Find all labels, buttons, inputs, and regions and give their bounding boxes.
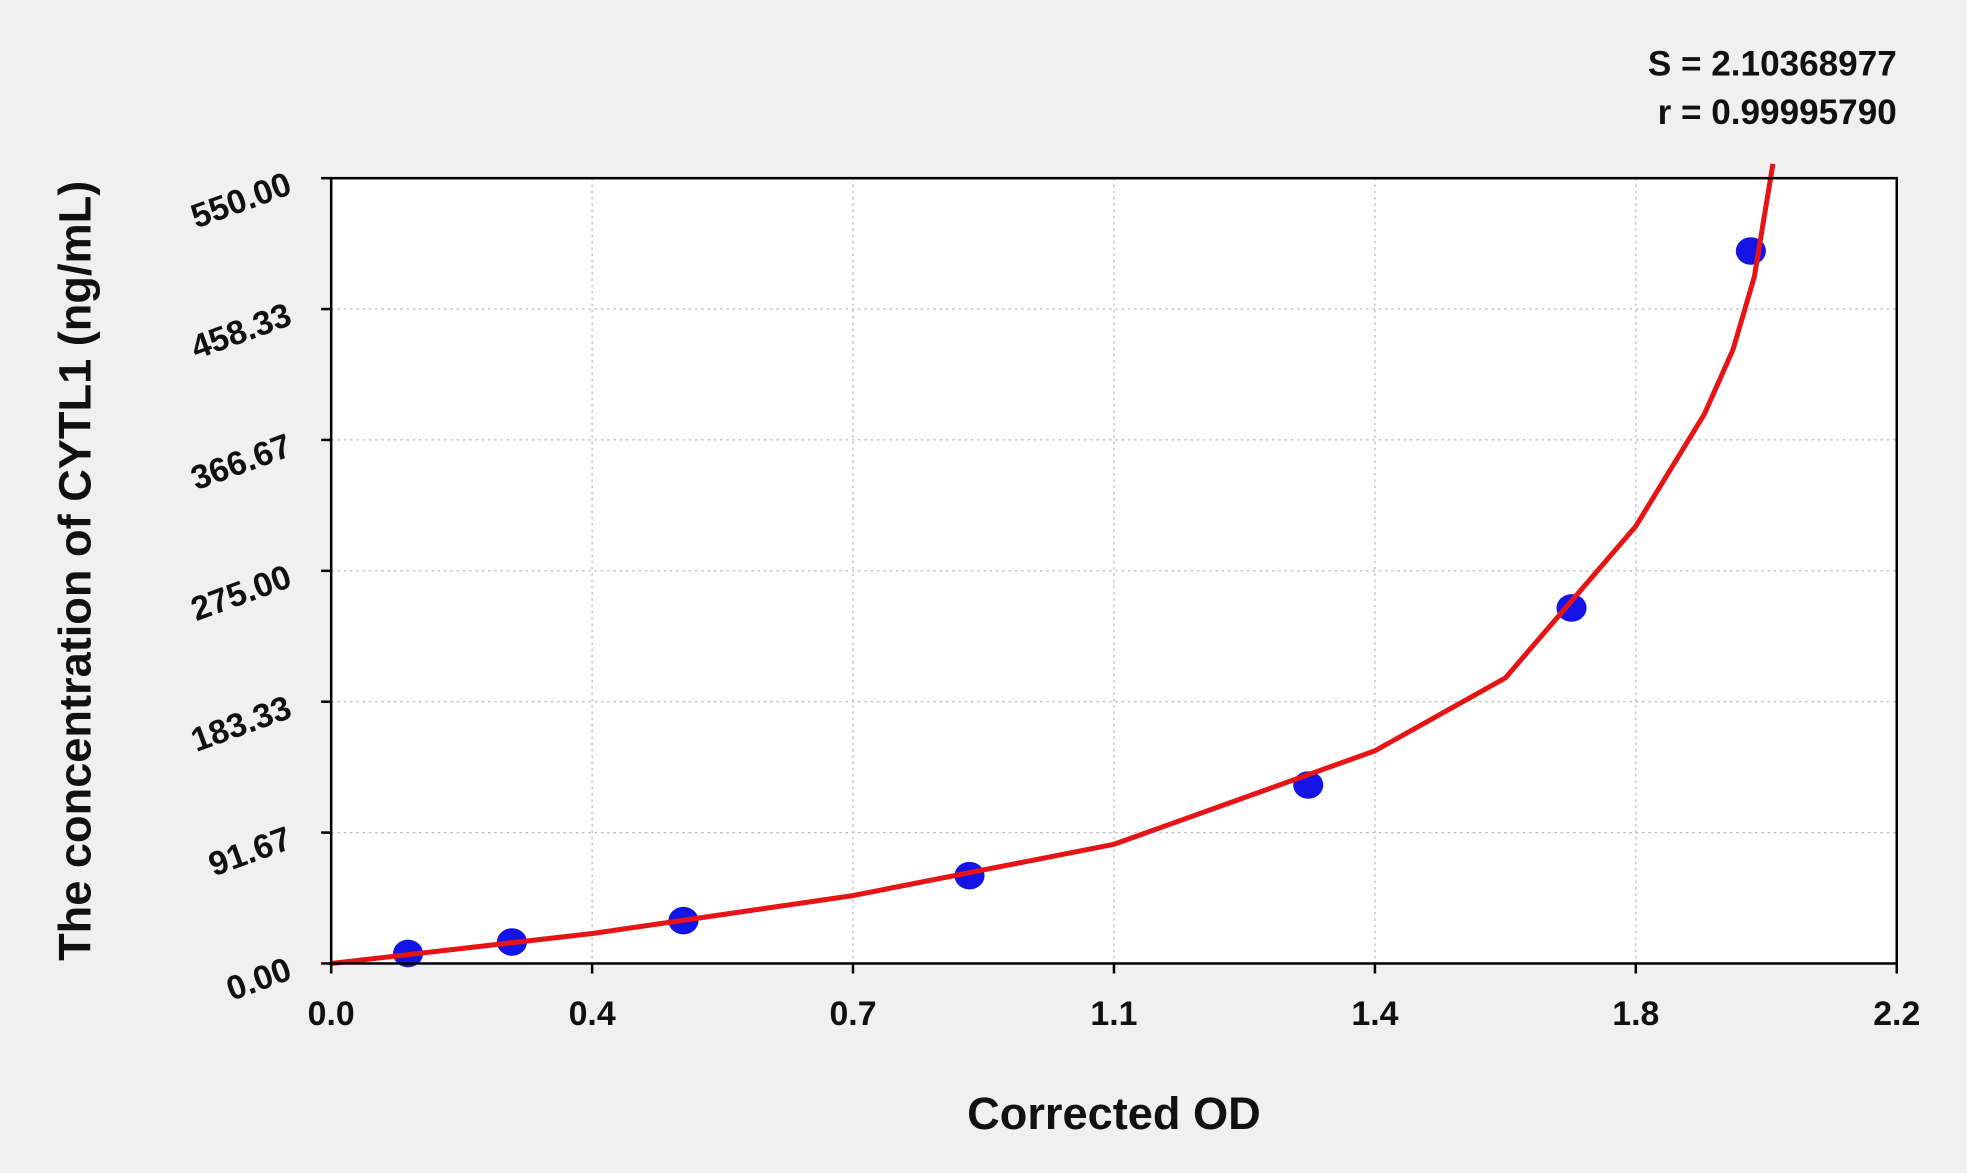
annotation: r = 0.99995790 — [1658, 93, 1897, 132]
y-tick-label: 275.00 — [186, 558, 296, 629]
y-tick-label: 458.33 — [186, 296, 296, 367]
grid — [331, 178, 1897, 964]
y-tick-label: 91.67 — [204, 819, 297, 884]
x-tick-label: 1.8 — [1612, 995, 1659, 1033]
marks — [330, 163, 1776, 968]
x-tick-label: 1.4 — [1351, 995, 1398, 1033]
x-axis-label: Corrected OD — [967, 1088, 1261, 1139]
x-tick-label: 0.0 — [308, 995, 355, 1033]
x-tick-label: 0.4 — [569, 995, 616, 1033]
y-tick-label: 0.00 — [221, 950, 296, 1008]
y-tick-label: 183.33 — [186, 689, 296, 760]
annotation: S = 2.10368977 — [1648, 44, 1897, 83]
x-tick-label: 2.2 — [1873, 995, 1920, 1033]
y-tick-label: 550.00 — [186, 165, 296, 236]
data-point — [1556, 594, 1587, 622]
fit-curve — [330, 163, 1776, 966]
y-tick-label: 366.67 — [186, 427, 296, 498]
x-tick-label: 1.1 — [1090, 995, 1137, 1033]
x-tick-label: 0.7 — [829, 995, 876, 1033]
y-axis-label: The concentration of CYTL1 (ng/mL) — [49, 181, 100, 961]
